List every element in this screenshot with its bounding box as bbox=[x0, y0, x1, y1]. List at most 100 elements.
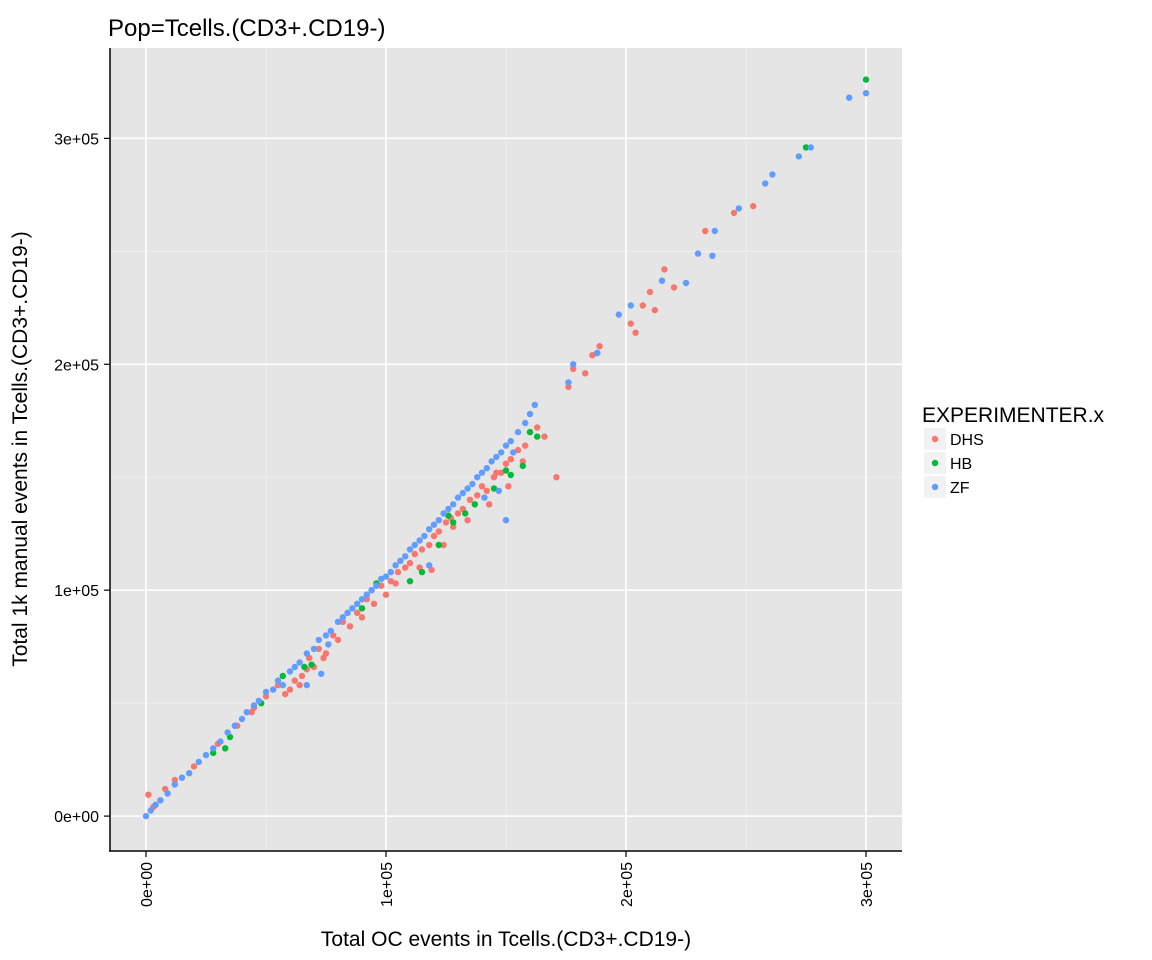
point-dhs bbox=[522, 442, 529, 449]
point-dhs bbox=[248, 709, 255, 716]
point-dhs bbox=[339, 618, 346, 625]
y-axis-title: Total 1k manual events in Tcells.(CD3+.C… bbox=[9, 231, 32, 667]
point-zf bbox=[164, 790, 171, 797]
point-dhs bbox=[627, 320, 634, 327]
point-zf bbox=[358, 596, 366, 603]
legend-key-hb bbox=[931, 459, 939, 467]
point-zf bbox=[255, 697, 262, 705]
point-zf bbox=[186, 770, 193, 777]
point-zf bbox=[279, 681, 286, 689]
point-zf bbox=[286, 668, 294, 675]
point-zf bbox=[291, 663, 298, 671]
point-zf bbox=[440, 510, 447, 517]
point-dhs bbox=[320, 654, 327, 662]
y-tick-label: 0e+00 bbox=[54, 809, 99, 826]
point-zf bbox=[565, 379, 572, 386]
point-dhs bbox=[582, 370, 589, 377]
point-zf bbox=[454, 494, 462, 501]
x-tick-label: 2e+05 bbox=[619, 862, 636, 907]
x-axis-title: Total OC events in Tcells.(CD3+.CD19-) bbox=[321, 928, 691, 951]
point-zf bbox=[327, 627, 334, 635]
point-dhs bbox=[370, 600, 378, 607]
point-zf bbox=[322, 632, 330, 639]
point-zf bbox=[392, 562, 399, 569]
point-zf bbox=[416, 537, 423, 544]
chart-title: Pop=Tcells.(CD3+.CD19-) bbox=[108, 15, 385, 42]
point-dhs bbox=[651, 306, 658, 314]
point-zf bbox=[445, 505, 452, 513]
point-zf bbox=[426, 562, 433, 569]
point-zf bbox=[274, 677, 282, 684]
point-dhs bbox=[750, 202, 757, 210]
point-zf bbox=[762, 180, 769, 187]
point-zf bbox=[421, 532, 428, 540]
x-axis-ticks: 0e+00 1e+05 2e+05 3e+05 bbox=[139, 851, 876, 907]
point-zf bbox=[481, 494, 488, 501]
point-zf bbox=[488, 458, 495, 465]
point-zf bbox=[250, 702, 258, 709]
point-zf bbox=[430, 521, 438, 528]
point-hb bbox=[507, 471, 514, 479]
point-zf bbox=[807, 144, 814, 151]
point-zf bbox=[495, 487, 502, 494]
point-zf bbox=[502, 442, 510, 449]
point-dhs bbox=[298, 672, 306, 680]
point-dhs bbox=[589, 352, 596, 359]
point-dhs bbox=[478, 483, 486, 490]
point-zf bbox=[658, 277, 666, 284]
point-zf bbox=[526, 410, 534, 418]
point-zf bbox=[339, 614, 346, 621]
point-hb bbox=[462, 510, 469, 517]
point-dhs bbox=[315, 645, 322, 653]
point-dhs bbox=[190, 763, 198, 770]
point-zf bbox=[522, 419, 529, 427]
point-zf bbox=[349, 605, 356, 612]
y-tick-label: 1e+05 bbox=[54, 583, 99, 600]
point-zf bbox=[344, 609, 351, 616]
y-tick-label: 2e+05 bbox=[54, 357, 99, 374]
legend-label-dhs: DHS bbox=[950, 432, 984, 449]
point-dhs bbox=[145, 791, 152, 798]
point-zf bbox=[474, 474, 481, 481]
point-dhs bbox=[541, 433, 548, 440]
point-zf bbox=[483, 465, 490, 472]
point-zf bbox=[270, 686, 277, 693]
point-dhs bbox=[502, 460, 510, 467]
point-hb bbox=[308, 661, 315, 668]
point-dhs bbox=[346, 623, 354, 630]
x-tick-label: 3e+05 bbox=[859, 862, 876, 907]
point-hb bbox=[418, 568, 426, 576]
point-zf bbox=[231, 722, 238, 729]
point-dhs bbox=[291, 677, 298, 684]
x-tick-label: 1e+05 bbox=[379, 862, 396, 907]
point-zf bbox=[498, 449, 505, 456]
point-dhs bbox=[378, 582, 385, 589]
legend-label-zf: ZF bbox=[950, 480, 970, 497]
point-zf bbox=[594, 349, 601, 357]
point-zf bbox=[615, 311, 622, 318]
point-dhs bbox=[661, 266, 668, 273]
point-zf bbox=[157, 797, 164, 804]
point-zf bbox=[382, 573, 390, 580]
point-zf bbox=[493, 453, 500, 461]
point-dhs bbox=[565, 383, 572, 391]
point-dhs bbox=[493, 469, 500, 476]
point-zf bbox=[769, 171, 776, 178]
point-dhs bbox=[334, 636, 342, 644]
point-zf bbox=[450, 501, 457, 508]
point-dhs bbox=[702, 227, 709, 235]
point-zf bbox=[514, 428, 522, 436]
point-dhs bbox=[534, 424, 541, 431]
point-dhs bbox=[363, 596, 370, 603]
point-dhs bbox=[474, 492, 481, 499]
point-zf bbox=[303, 650, 310, 657]
point-dhs bbox=[440, 541, 447, 549]
point-hb bbox=[358, 605, 366, 612]
point-dhs bbox=[435, 528, 442, 535]
point-hb bbox=[222, 745, 229, 752]
point-zf bbox=[210, 745, 217, 752]
point-zf bbox=[406, 546, 414, 553]
grid-minor-lines bbox=[110, 48, 902, 850]
legend-key-dhs bbox=[931, 435, 939, 443]
point-hb bbox=[534, 433, 541, 440]
